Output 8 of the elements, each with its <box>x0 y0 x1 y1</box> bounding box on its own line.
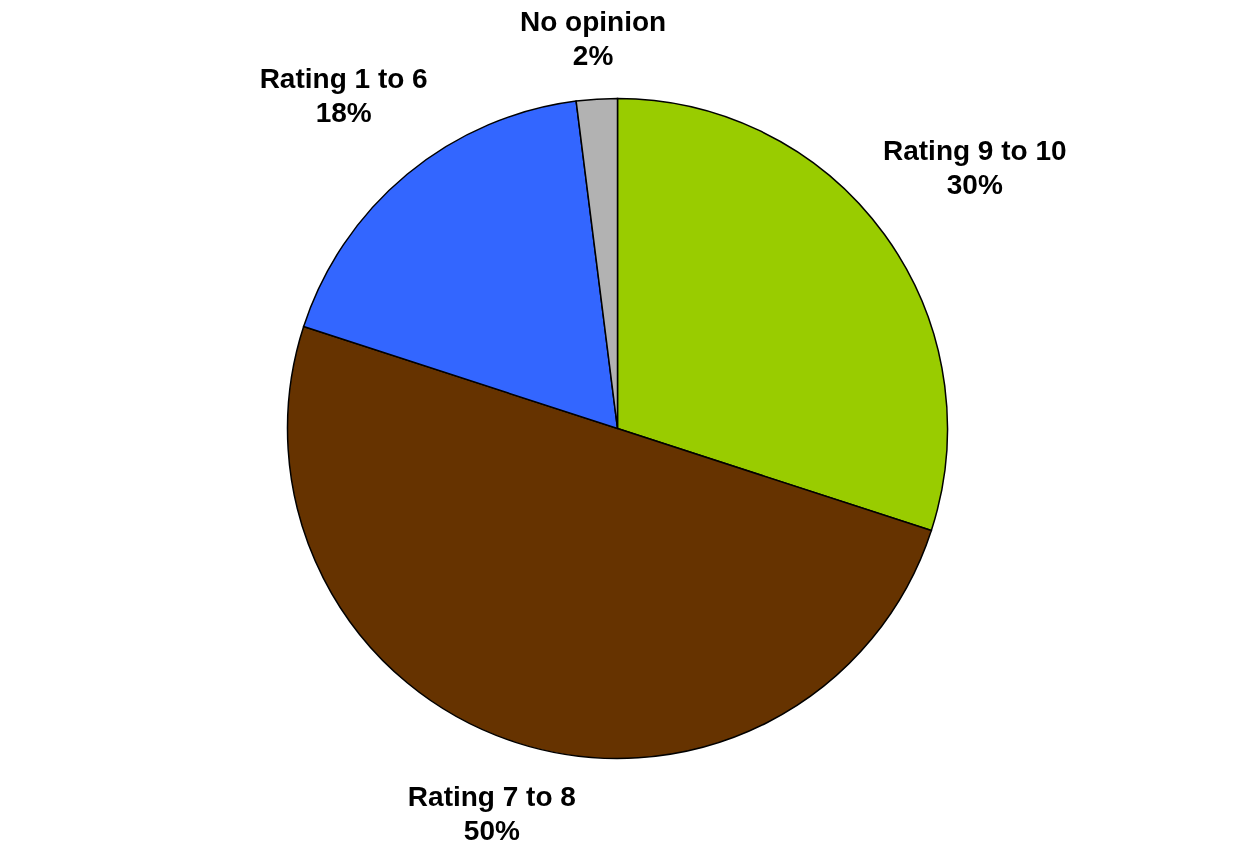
slice-label: No opinion <box>519 5 667 37</box>
slice-label: Rating 7 to 8 <box>407 781 576 813</box>
data-label: 30% <box>946 168 1003 200</box>
data-label: 2% <box>572 39 614 71</box>
data-label: 50% <box>463 815 520 847</box>
slice-label: Rating 1 to 6 <box>259 63 428 95</box>
data-label: 18% <box>315 97 372 129</box>
slice-label: Rating 9 to 10 <box>882 134 1067 166</box>
